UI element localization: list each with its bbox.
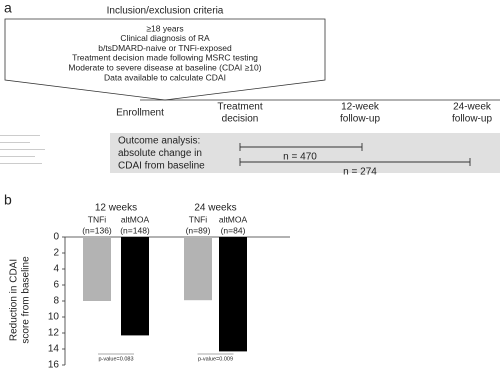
outcome-label: CDAI from baseline <box>118 161 205 172</box>
bar-n: (n=84) <box>221 225 246 235</box>
bar-name: TNFi <box>189 214 208 224</box>
y-tick-label: 6 <box>53 280 59 291</box>
bar <box>83 237 111 301</box>
y-tick-label: 12 <box>48 328 60 339</box>
timeline-label: decision <box>222 114 259 125</box>
decoration <box>0 135 45 164</box>
bar-name: altMOA <box>121 214 150 224</box>
group-title: 12 weeks <box>95 203 137 214</box>
group-title: 24 weeks <box>194 203 236 214</box>
bar-n: (n=148) <box>120 225 150 235</box>
y-tick-label: 14 <box>48 344 60 355</box>
criteria-title: Inclusion/exclusion criteria <box>107 6 224 17</box>
timeline-label: Treatment <box>217 102 262 113</box>
outcome-label: absolute change in <box>118 148 202 159</box>
y-axis-title: Reduction in CDAI <box>9 259 20 341</box>
bar-name: altMOA <box>219 214 248 224</box>
timeline-label: follow-up <box>340 114 380 125</box>
criterion: ≥18 years <box>146 23 183 33</box>
bar-n: (n=89) <box>186 225 211 235</box>
y-tick-label: 10 <box>48 312 60 323</box>
panel-label: b <box>4 192 12 208</box>
p-value: p-value=0.009 <box>198 356 233 362</box>
outcome-band <box>110 133 500 173</box>
criterion: b/tsDMARD-naive or TNFi-exposed <box>98 43 232 53</box>
bar <box>184 237 212 301</box>
timeline-label: 24-week <box>453 102 492 113</box>
timeline-label: follow-up <box>452 114 492 125</box>
y-tick-label: 16 <box>48 360 60 371</box>
y-tick-label: 8 <box>53 296 59 307</box>
span-label: n = 274 <box>343 167 377 178</box>
y-tick-label: 4 <box>53 264 59 275</box>
p-value: p-value=0.083 <box>98 356 133 362</box>
criteria-box <box>4 18 326 101</box>
outcome-label: Outcome analysis: <box>118 136 200 147</box>
y-tick-label: 2 <box>53 248 59 259</box>
y-axis-title: score from baseline <box>21 256 32 344</box>
bar <box>121 237 149 336</box>
criterion: Treatment decision made following MSRC t… <box>72 53 258 63</box>
bar-n: (n=136) <box>82 225 112 235</box>
criterion: Clinical diagnosis of RA <box>120 33 210 43</box>
timeline-label: Enrollment <box>116 108 164 119</box>
span-brackets <box>239 143 471 166</box>
timeline-label: 12-week <box>341 102 380 113</box>
bar <box>219 237 247 352</box>
criterion: Moderate to severe disease at baseline (… <box>68 62 261 72</box>
y-tick-label: 0 <box>53 232 59 243</box>
panel-label: a <box>4 0 12 16</box>
span-label: n = 470 <box>283 152 317 163</box>
criterion: Data available to calculate CDAI <box>104 72 226 82</box>
bar-name: TNFi <box>88 214 107 224</box>
